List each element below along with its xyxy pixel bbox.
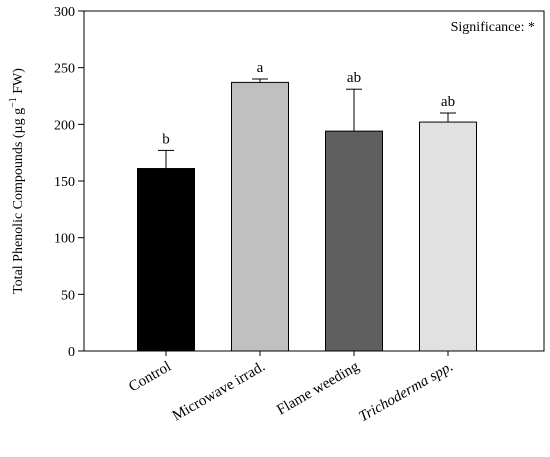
significance-letter: b: [162, 131, 170, 147]
x-tick-label: Microwave irrad.: [170, 359, 268, 425]
bars: [137, 81, 477, 352]
y-axis-label-sup: −1: [8, 97, 19, 108]
x-tick-label: Trichoderma spp.: [356, 359, 456, 426]
y-axis-label-tail: FW): [11, 68, 26, 98]
y-tick-label: 200: [54, 118, 75, 133]
significance-letter: ab: [441, 94, 455, 110]
y-tick-label: 250: [54, 62, 75, 77]
x-tick-label: Flame weeding: [274, 358, 362, 418]
bar: [231, 81, 289, 352]
significance-letter: ab: [347, 70, 361, 86]
y-tick-label: 300: [54, 5, 75, 20]
significance-letter: a: [257, 60, 264, 76]
y-tick-label: 50: [61, 288, 75, 303]
significance-annotation: Significance: *: [451, 20, 535, 35]
bar: [325, 130, 383, 352]
y-axis: 0 50 100 150 200 250 300: [54, 5, 84, 360]
bar: [419, 121, 477, 352]
x-tick-label: Control: [126, 359, 174, 396]
significance-letters: b a ab ab: [162, 60, 455, 147]
y-axis-label-main: Total Phenolic Compounds (µg g: [11, 108, 26, 294]
y-axis-label: Total Phenolic Compounds (µg g−1 FW): [8, 68, 26, 294]
y-tick-label: 100: [54, 232, 75, 247]
bar: [137, 168, 195, 352]
y-tick-label: 150: [54, 175, 75, 190]
y-tick-label: 0: [68, 345, 75, 360]
error-bars: [158, 78, 456, 169]
